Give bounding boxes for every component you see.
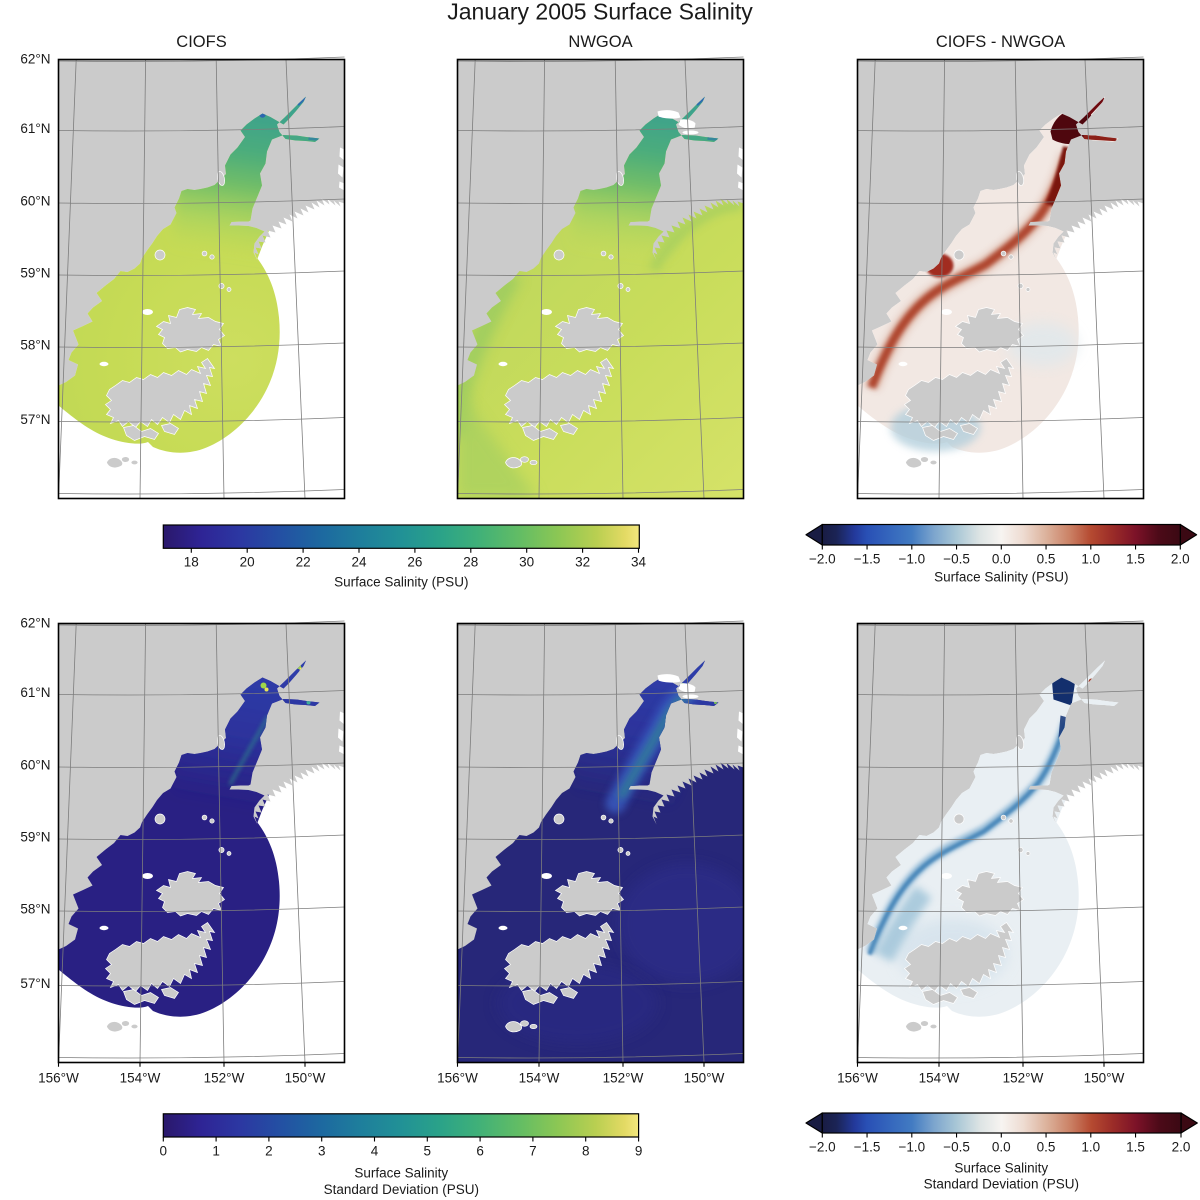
svg-text:22: 22 (296, 555, 311, 570)
svg-text:2.0: 2.0 (1172, 1140, 1191, 1155)
svg-text:62°N: 62°N (20, 616, 50, 631)
svg-text:1.0: 1.0 (1081, 552, 1100, 567)
svg-text:Standard Deviation (PSU): Standard Deviation (PSU) (324, 1182, 479, 1197)
svg-text:−1.0: −1.0 (898, 552, 925, 567)
svg-text:58°N: 58°N (20, 338, 50, 353)
svg-text:−1.5: −1.5 (854, 552, 881, 567)
svg-text:0: 0 (160, 1144, 168, 1159)
svg-text:−2.0: −2.0 (809, 552, 836, 567)
svg-text:CIOFS - NWGOA: CIOFS - NWGOA (936, 33, 1065, 51)
svg-text:150°W: 150°W (684, 1071, 725, 1086)
svg-text:1.5: 1.5 (1126, 552, 1145, 567)
svg-text:Surface Salinity: Surface Salinity (354, 1166, 448, 1181)
svg-text:156°W: 156°W (437, 1071, 478, 1086)
svg-text:156°W: 156°W (837, 1071, 878, 1086)
svg-text:152°W: 152°W (603, 1071, 644, 1086)
svg-text:61°N: 61°N (20, 121, 50, 136)
svg-text:1: 1 (212, 1144, 220, 1159)
svg-text:−0.5: −0.5 (943, 552, 970, 567)
svg-text:30: 30 (519, 555, 534, 570)
svg-text:60°N: 60°N (20, 194, 50, 209)
svg-text:152°W: 152°W (204, 1071, 245, 1086)
svg-text:NWGOA: NWGOA (568, 33, 632, 51)
svg-text:9: 9 (635, 1144, 643, 1159)
svg-text:150°W: 150°W (1084, 1071, 1125, 1086)
svg-text:1.5: 1.5 (1126, 1140, 1145, 1155)
svg-text:2.0: 2.0 (1171, 552, 1190, 567)
svg-text:−2.0: −2.0 (809, 1140, 836, 1155)
svg-text:5: 5 (424, 1144, 432, 1159)
svg-text:January 2005 Surface Salinity: January 2005 Surface Salinity (447, 0, 753, 25)
svg-text:Surface Salinity: Surface Salinity (954, 1161, 1048, 1176)
svg-text:20: 20 (240, 555, 255, 570)
svg-text:0.0: 0.0 (992, 552, 1011, 567)
svg-text:Surface Salinity (PSU): Surface Salinity (PSU) (934, 570, 1068, 585)
svg-text:Surface Salinity (PSU): Surface Salinity (PSU) (334, 575, 468, 590)
svg-text:0.5: 0.5 (1037, 1140, 1056, 1155)
svg-text:28: 28 (463, 555, 478, 570)
svg-text:59°N: 59°N (20, 266, 50, 281)
svg-text:32: 32 (575, 555, 590, 570)
svg-text:1.0: 1.0 (1081, 1140, 1100, 1155)
svg-text:CIOFS: CIOFS (176, 33, 226, 51)
svg-text:62°N: 62°N (20, 52, 50, 67)
svg-text:154°W: 154°W (120, 1071, 161, 1086)
svg-text:34: 34 (631, 555, 647, 570)
svg-text:8: 8 (582, 1144, 590, 1159)
svg-text:24: 24 (351, 555, 367, 570)
svg-text:−1.5: −1.5 (854, 1140, 881, 1155)
svg-text:7: 7 (529, 1144, 537, 1159)
svg-text:0.0: 0.0 (992, 1140, 1011, 1155)
svg-text:−1.0: −1.0 (898, 1140, 925, 1155)
svg-text:150°W: 150°W (285, 1071, 326, 1086)
svg-text:156°W: 156°W (38, 1071, 79, 1086)
svg-text:−0.5: −0.5 (943, 1140, 970, 1155)
svg-text:57°N: 57°N (20, 412, 50, 427)
svg-text:154°W: 154°W (919, 1071, 960, 1086)
svg-text:60°N: 60°N (20, 758, 50, 773)
svg-text:2: 2 (265, 1144, 273, 1159)
svg-text:152°W: 152°W (1003, 1071, 1044, 1086)
svg-text:61°N: 61°N (20, 685, 50, 700)
svg-text:57°N: 57°N (20, 976, 50, 991)
svg-text:6: 6 (476, 1144, 484, 1159)
svg-text:26: 26 (407, 555, 422, 570)
svg-text:58°N: 58°N (20, 902, 50, 917)
svg-text:18: 18 (184, 555, 199, 570)
svg-text:Standard Deviation (PSU): Standard Deviation (PSU) (924, 1177, 1079, 1192)
svg-text:4: 4 (371, 1144, 379, 1159)
svg-text:3: 3 (318, 1144, 326, 1159)
svg-text:59°N: 59°N (20, 830, 50, 845)
svg-text:154°W: 154°W (519, 1071, 560, 1086)
svg-text:0.5: 0.5 (1037, 552, 1056, 567)
